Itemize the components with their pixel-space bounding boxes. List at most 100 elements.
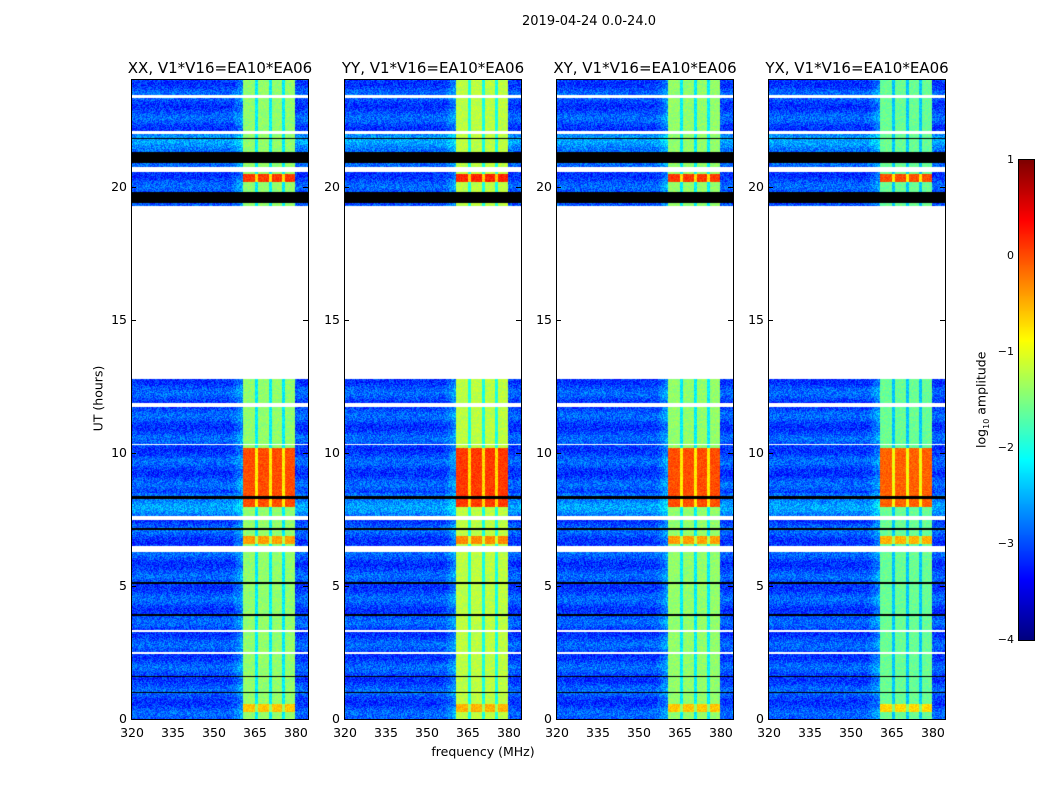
y-tick-label: 0 xyxy=(332,711,340,726)
y-tick-mark xyxy=(728,719,733,720)
y-tick-mark xyxy=(303,319,308,321)
y-tick-label: 0 xyxy=(544,711,552,726)
colorbar xyxy=(1018,159,1035,641)
x-tick-label: 320 xyxy=(545,725,569,740)
colorbar-gradient xyxy=(1019,160,1034,640)
figure-title: 2019-04-24 0.0-24.0 xyxy=(522,14,656,29)
y-tick-label: 20 xyxy=(536,178,552,194)
y-tick-mark xyxy=(728,186,733,188)
heatmap-cells xyxy=(345,80,521,719)
x-tick-label: 335 xyxy=(161,725,185,740)
x-tick-label: 380 xyxy=(497,725,521,740)
colorbar-tick-label: −4 xyxy=(997,633,1014,646)
colorbar-label: log10 amplitude xyxy=(973,351,991,448)
y-tick-label: 10 xyxy=(748,444,764,460)
y-tick-mark xyxy=(940,186,945,188)
y-tick-mark xyxy=(768,585,773,587)
y-tick-label: 5 xyxy=(119,577,127,593)
y-tick-mark xyxy=(344,452,349,454)
x-tick-label: 365 xyxy=(880,725,904,740)
y-tick-mark xyxy=(940,319,945,321)
y-tick-label: 0 xyxy=(756,711,764,726)
y-tick-mark xyxy=(728,452,733,454)
y-tick-mark xyxy=(303,719,308,720)
x-tick-label: 350 xyxy=(839,725,863,740)
heatmap-panel-3 xyxy=(768,79,946,720)
y-tick-label: 15 xyxy=(748,311,764,327)
y-tick-label: 15 xyxy=(111,311,127,327)
y-tick-mark xyxy=(516,585,521,587)
y-tick-mark xyxy=(516,719,521,720)
y-tick-mark xyxy=(131,719,136,720)
heatmap-panel-1 xyxy=(344,79,522,720)
y-tick-mark xyxy=(303,186,308,188)
x-tick-label: 380 xyxy=(284,725,308,740)
x-tick-label: 320 xyxy=(757,725,781,740)
heatmap-panel-0 xyxy=(131,79,309,720)
x-axis-label: frequency (MHz) xyxy=(431,744,535,759)
y-tick-mark xyxy=(556,319,561,321)
y-tick-mark xyxy=(556,585,561,587)
y-axis-label: UT (hours) xyxy=(90,365,106,432)
y-tick-mark xyxy=(768,452,773,454)
heatmap-cells xyxy=(132,80,308,719)
y-tick-mark xyxy=(344,719,349,720)
colorbar-tick-label: −1 xyxy=(997,345,1014,358)
y-tick-mark xyxy=(556,719,561,720)
x-tick-label: 380 xyxy=(709,725,733,740)
y-tick-mark xyxy=(768,186,773,188)
colorbar-tick-label: −3 xyxy=(997,537,1014,550)
y-tick-mark xyxy=(516,452,521,454)
panel-title: YY, V1*V16=EA10*EA06 xyxy=(341,59,525,77)
y-tick-label: 5 xyxy=(544,577,552,593)
heatmap-cells xyxy=(769,80,945,719)
panel-title: XY, V1*V16=EA10*EA06 xyxy=(553,59,737,77)
x-tick-label: 350 xyxy=(415,725,439,740)
y-tick-label: 15 xyxy=(536,311,552,327)
y-tick-mark xyxy=(303,585,308,587)
x-tick-label: 365 xyxy=(668,725,692,740)
y-tick-mark xyxy=(768,719,773,720)
y-tick-label: 10 xyxy=(324,444,340,460)
y-tick-label: 10 xyxy=(111,444,127,460)
y-tick-label: 20 xyxy=(748,178,764,194)
y-tick-label: 15 xyxy=(324,311,340,327)
y-tick-mark xyxy=(131,186,136,188)
colorbar-tick-label: −2 xyxy=(997,441,1014,454)
y-tick-label: 0 xyxy=(119,711,127,726)
y-tick-mark xyxy=(131,585,136,587)
y-tick-mark xyxy=(728,319,733,321)
colorbar-tick-label: 1 xyxy=(1007,153,1014,166)
x-tick-label: 335 xyxy=(374,725,398,740)
x-tick-label: 365 xyxy=(456,725,480,740)
y-tick-mark xyxy=(131,319,136,321)
panel-title: YX, V1*V16=EA10*EA06 xyxy=(765,59,949,77)
x-tick-label: 350 xyxy=(202,725,226,740)
x-tick-label: 335 xyxy=(586,725,610,740)
x-tick-label: 320 xyxy=(120,725,144,740)
y-tick-mark xyxy=(940,452,945,454)
y-tick-mark xyxy=(344,186,349,188)
y-tick-label: 10 xyxy=(536,444,552,460)
y-tick-mark xyxy=(728,585,733,587)
y-tick-mark xyxy=(344,319,349,321)
y-tick-mark xyxy=(516,319,521,321)
y-tick-label: 20 xyxy=(324,178,340,194)
y-tick-mark xyxy=(303,452,308,454)
y-tick-mark xyxy=(131,452,136,454)
x-tick-label: 365 xyxy=(243,725,267,740)
y-tick-mark xyxy=(556,186,561,188)
heatmap-cells xyxy=(557,80,733,719)
y-tick-mark xyxy=(516,186,521,188)
panel-title: XX, V1*V16=EA10*EA06 xyxy=(127,59,313,77)
y-tick-mark xyxy=(768,319,773,321)
y-tick-label: 5 xyxy=(756,577,764,593)
y-tick-mark xyxy=(940,719,945,720)
y-tick-mark xyxy=(556,452,561,454)
y-tick-label: 5 xyxy=(332,577,340,593)
y-tick-mark xyxy=(344,585,349,587)
x-tick-label: 380 xyxy=(921,725,945,740)
x-tick-label: 350 xyxy=(627,725,651,740)
y-tick-label: 20 xyxy=(111,178,127,194)
heatmap-panel-2 xyxy=(556,79,734,720)
